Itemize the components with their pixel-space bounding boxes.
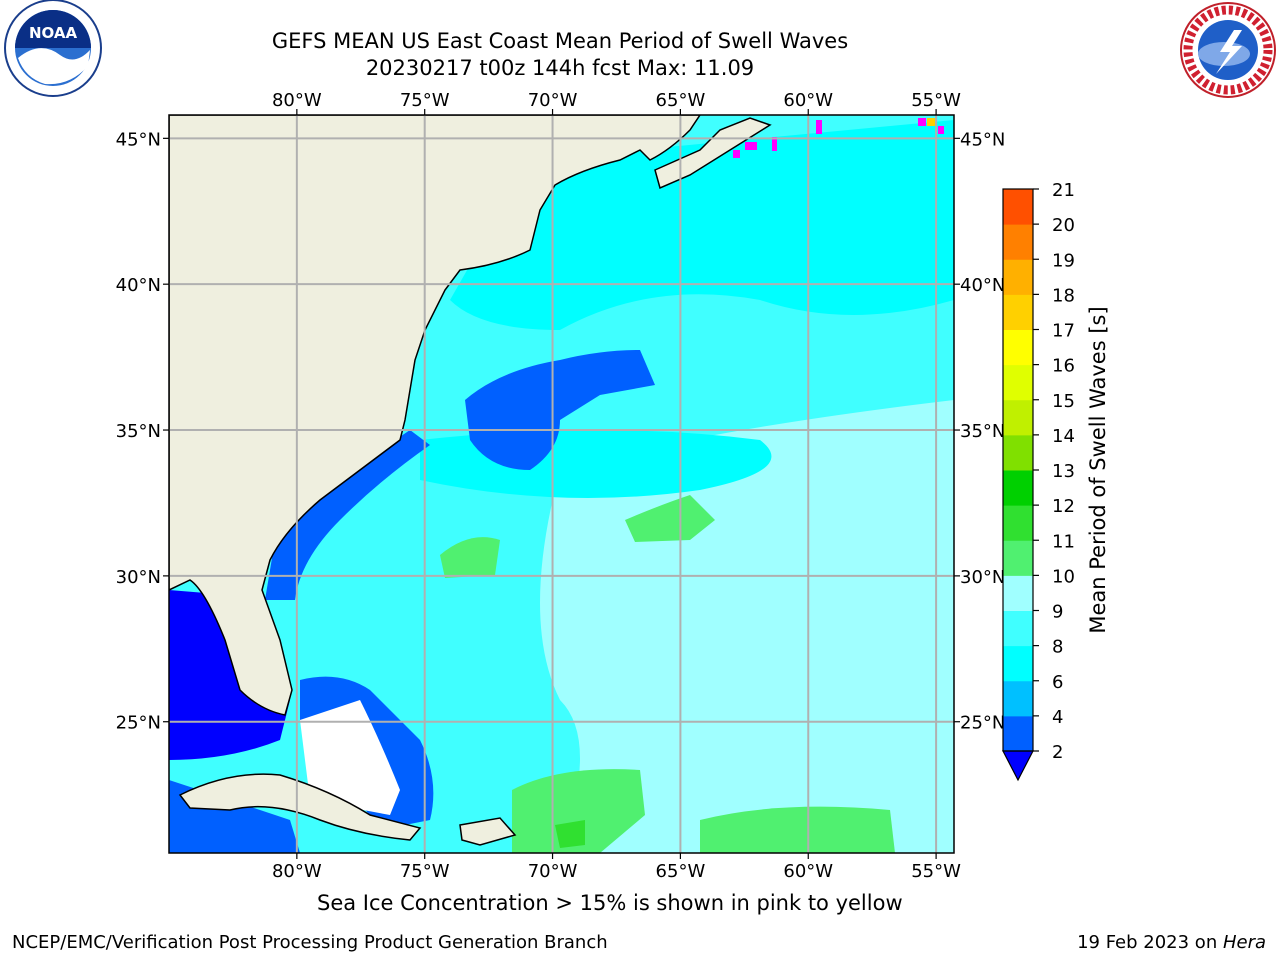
lat-label-right: 40°N xyxy=(960,275,1005,296)
footer-machine: Hera xyxy=(1222,932,1266,953)
colorbar-segment xyxy=(1003,294,1033,330)
map-gridlines xyxy=(163,109,960,859)
lon-label-top: 70°W xyxy=(528,90,578,111)
lat-label-left: 30°N xyxy=(116,567,161,588)
footer-date: 19 Feb 2023 on Hera xyxy=(1077,932,1266,953)
colorbar-tick-label: 10 xyxy=(1052,566,1075,587)
colorbar-tick-label: 18 xyxy=(1052,285,1075,306)
sea-ice-patch xyxy=(927,118,935,126)
swell-bahamas-region xyxy=(300,676,434,830)
colorbar: 2 4 6 8 9 10 11 12 13 14 15 16 17 18 19 20 21 xyxy=(1002,180,1075,782)
land-hispaniola xyxy=(459,817,517,846)
nws-logo xyxy=(1180,2,1276,98)
sea-ice-caption: Sea Ice Concentration > 15% is shown in … xyxy=(317,891,903,915)
map-frame xyxy=(168,114,955,854)
land-nova-scotia xyxy=(654,117,772,190)
swell-region-9-10-b xyxy=(625,495,715,542)
swell-gulf-region xyxy=(169,590,290,760)
swell-region-9-10-d xyxy=(700,806,895,853)
colorbar-tick-label: 16 xyxy=(1052,356,1075,377)
colorbar-tick-label: 9 xyxy=(1052,602,1063,623)
ocean-base xyxy=(169,115,954,853)
colorbar-segment xyxy=(1003,505,1033,541)
colorbar-tick-label: 8 xyxy=(1052,637,1063,658)
lon-label-top: 80°W xyxy=(272,90,322,111)
lon-label-top: 60°W xyxy=(783,90,833,111)
colorbar-segment xyxy=(1003,540,1033,576)
colorbar-segment xyxy=(1003,399,1033,436)
sea-ice-patch xyxy=(816,120,822,134)
lat-label-left: 45°N xyxy=(116,129,161,150)
lon-label-top: 75°W xyxy=(400,90,450,111)
colorbar-segment xyxy=(1003,364,1033,401)
chart-title: GEFS MEAN US East Coast Mean Period of S… xyxy=(271,29,849,53)
swell-bahamas-shelf xyxy=(300,700,400,815)
noaa-logo: NOAA xyxy=(4,0,102,97)
footer-date-text: 19 Feb 2023 on xyxy=(1077,932,1223,953)
swell-region-6-8-middle xyxy=(420,430,772,498)
colorbar-segment xyxy=(1003,645,1033,682)
swell-caribbean-region xyxy=(169,780,300,853)
lat-label-left: 40°N xyxy=(116,275,161,296)
colorbar-tick-label: 2 xyxy=(1052,742,1063,763)
colorbar-tick-label: 13 xyxy=(1052,461,1075,482)
land-north-america xyxy=(169,115,701,716)
land-cuba xyxy=(178,773,422,841)
swell-region-9-10-c xyxy=(512,769,645,853)
lat-label-left: 25°N xyxy=(116,713,161,734)
colorbar-tick-label: 20 xyxy=(1052,215,1075,236)
lat-label-left: 35°N xyxy=(116,421,161,442)
lon-label-bottom: 70°W xyxy=(528,861,578,882)
colorbar-segment xyxy=(1003,715,1033,752)
colorbar-tick-label: 14 xyxy=(1052,426,1075,447)
colorbar-tick-label: 6 xyxy=(1052,672,1063,693)
colorbar-tick-label: 12 xyxy=(1052,496,1075,517)
lat-label-right: 25°N xyxy=(960,713,1005,734)
colorbar-segment xyxy=(1003,470,1033,506)
lon-label-bottom: 60°W xyxy=(783,861,833,882)
sea-ice-patch xyxy=(772,137,777,151)
lon-label-top: 55°W xyxy=(911,90,961,111)
swell-coastal-band xyxy=(265,430,430,600)
colorbar-segment xyxy=(1003,434,1033,471)
colorbar-segment xyxy=(1003,189,1033,225)
colorbar-tick-label: 11 xyxy=(1052,531,1075,552)
colorbar-tick-label: 19 xyxy=(1052,250,1075,271)
colorbar-label: Mean Period of Swell Waves [s] xyxy=(1086,306,1110,633)
colorbar-frame xyxy=(1002,188,1034,752)
lon-label-bottom: 75°W xyxy=(400,861,450,882)
colorbar-segment xyxy=(1003,259,1033,295)
colorbar-tick-label: 15 xyxy=(1052,391,1075,412)
swell-region-2-4 xyxy=(465,350,655,470)
swell-region-8-9 xyxy=(540,400,954,853)
lon-label-bottom: 65°W xyxy=(656,861,706,882)
colorbar-segment xyxy=(1003,224,1033,260)
lat-label-right: 35°N xyxy=(960,421,1005,442)
sea-ice-patch xyxy=(745,142,757,150)
sea-ice-patch xyxy=(733,150,740,158)
chart-subtitle: 20230217 t00z 144h fcst Max: 11.09 xyxy=(365,56,755,80)
sea-ice-patch xyxy=(938,126,944,134)
colorbar-tick-label: 4 xyxy=(1052,707,1063,728)
swell-region-10-11 xyxy=(555,820,585,848)
lat-label-right: 45°N xyxy=(960,129,1005,150)
colorbar-tick-label: 21 xyxy=(1052,180,1075,201)
colorbar-extend-arrow xyxy=(1002,750,1034,782)
colorbar-segment xyxy=(1003,329,1033,366)
colorbar-segment xyxy=(1003,575,1033,611)
swell-region-9-10-a xyxy=(440,537,500,578)
footer-credit: NCEP/EMC/Verification Post Processing Pr… xyxy=(12,932,608,953)
colorbar-tick-label: 17 xyxy=(1052,321,1075,342)
noaa-logo-text: NOAA xyxy=(29,24,78,42)
lon-label-bottom: 80°W xyxy=(272,861,322,882)
colorbar-segment xyxy=(1003,680,1033,717)
sea-ice-patch xyxy=(918,118,926,126)
lon-label-top: 65°W xyxy=(656,90,706,111)
swell-region-6-8-north xyxy=(450,120,954,330)
colorbar-segment xyxy=(1003,610,1033,647)
lat-label-right: 30°N xyxy=(960,567,1005,588)
lon-label-bottom: 55°W xyxy=(911,861,961,882)
